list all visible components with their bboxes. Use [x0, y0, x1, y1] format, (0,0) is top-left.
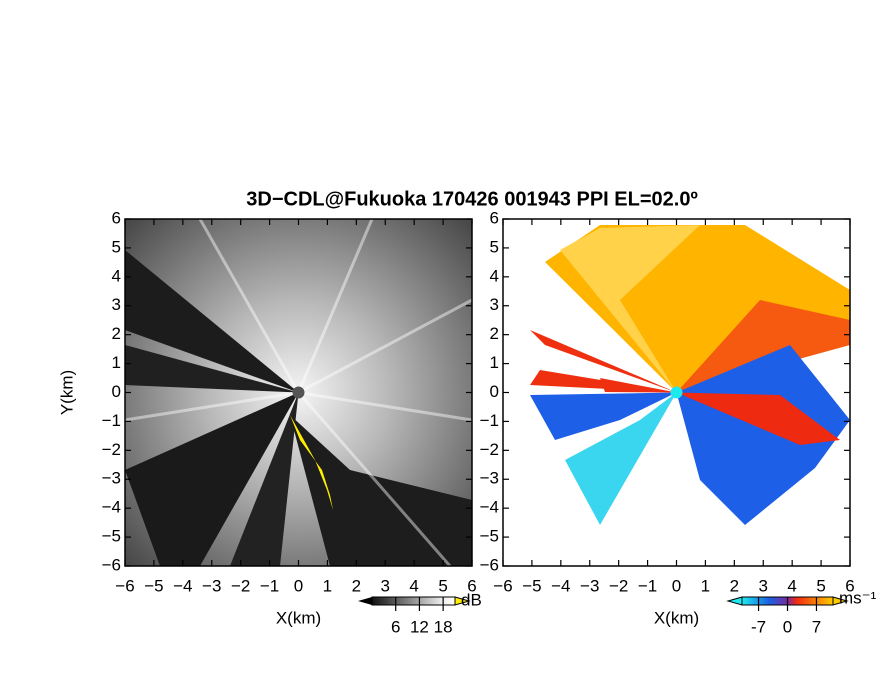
colorbar-unit: ms⁻¹ — [839, 588, 877, 607]
x-tick-label: 6 — [845, 576, 854, 595]
x-tick-label: −5 — [522, 576, 541, 595]
y-axis-label: Y(km) — [57, 370, 76, 415]
y-tick-label: −4 — [480, 498, 499, 517]
x-tick-label: 2 — [352, 576, 361, 595]
y-tick-label: 0 — [490, 382, 499, 401]
y-tick-label: −4 — [102, 498, 121, 517]
colorbar-tick-label: 6 — [391, 617, 400, 636]
colorbar-arrow — [454, 596, 471, 606]
x-tick-label: −2 — [609, 576, 628, 595]
colorbar-tick-label: 12 — [410, 617, 429, 636]
y-tick-label: 6 — [112, 208, 121, 227]
y-tick-label: 3 — [490, 295, 499, 314]
x-tick-label: 5 — [438, 576, 447, 595]
x-tick-label: −5 — [144, 576, 163, 595]
x-tick-label: 5 — [816, 576, 825, 595]
y-tick-label: 6 — [490, 208, 499, 227]
colorbar-arrow — [358, 597, 372, 605]
colorbar-tick-label: 18 — [434, 617, 453, 636]
y-tick-label: 1 — [112, 353, 121, 372]
y-tick-label: 4 — [490, 266, 499, 285]
x-tick-label: −6 — [115, 576, 134, 595]
y-tick-label: 5 — [490, 237, 499, 256]
x-tick-label: −1 — [638, 576, 657, 595]
colorbar-unit: dB — [461, 590, 482, 609]
y-tick-label: 5 — [112, 237, 121, 256]
y-tick-label: 2 — [490, 324, 499, 343]
y-tick-label: −3 — [102, 469, 121, 488]
colorbar-arrow — [832, 596, 849, 606]
x-tick-label: −4 — [551, 576, 570, 595]
x-tick-label: −6 — [493, 576, 512, 595]
y-tick-label: −2 — [480, 440, 499, 459]
x-tick-label: −1 — [260, 576, 279, 595]
y-tick-label: 2 — [112, 324, 121, 343]
colorbar-arrow — [726, 596, 743, 606]
x-tick-label: 1 — [323, 576, 332, 595]
x-tick-label: 0 — [294, 576, 303, 595]
x-tick-label: 3 — [381, 576, 390, 595]
y-tick-label: 0 — [112, 382, 121, 401]
colorbar-tick-label: -7 — [751, 617, 766, 636]
colorbar-tick-label: 0 — [783, 617, 792, 636]
y-tick-label: 4 — [112, 266, 121, 285]
y-tick-label: −1 — [480, 411, 499, 430]
y-tick-label: −6 — [102, 555, 121, 574]
x-axis-label: X(km) — [276, 608, 321, 627]
y-tick-label: −1 — [102, 411, 121, 430]
x-tick-label: 0 — [672, 576, 681, 595]
x-axis-label: X(km) — [654, 608, 699, 627]
x-tick-label: −4 — [173, 576, 192, 595]
x-tick-label: 4 — [409, 576, 418, 595]
colorbar-tick-label: 7 — [812, 617, 821, 636]
y-tick-label: −2 — [102, 440, 121, 459]
x-tick-label: −3 — [202, 576, 221, 595]
velocity-image — [503, 219, 850, 566]
x-tick-label: 6 — [467, 576, 476, 595]
y-tick-label: −5 — [480, 527, 499, 546]
x-tick-label: 3 — [759, 576, 768, 595]
y-tick-label: 3 — [112, 295, 121, 314]
x-tick-label: −2 — [231, 576, 250, 595]
x-tick-label: −3 — [580, 576, 599, 595]
reflectivity-image — [125, 219, 472, 566]
x-tick-label: 4 — [787, 576, 796, 595]
y-tick-label: −3 — [480, 469, 499, 488]
y-tick-label: −6 — [480, 555, 499, 574]
x-tick-label: 2 — [730, 576, 739, 595]
y-tick-label: −5 — [102, 527, 121, 546]
figure-title: 3D−CDL@Fukuoka 170426 001943 PPI EL=02.0… — [246, 188, 698, 210]
y-tick-label: 1 — [490, 353, 499, 372]
x-tick-label: 1 — [701, 576, 710, 595]
